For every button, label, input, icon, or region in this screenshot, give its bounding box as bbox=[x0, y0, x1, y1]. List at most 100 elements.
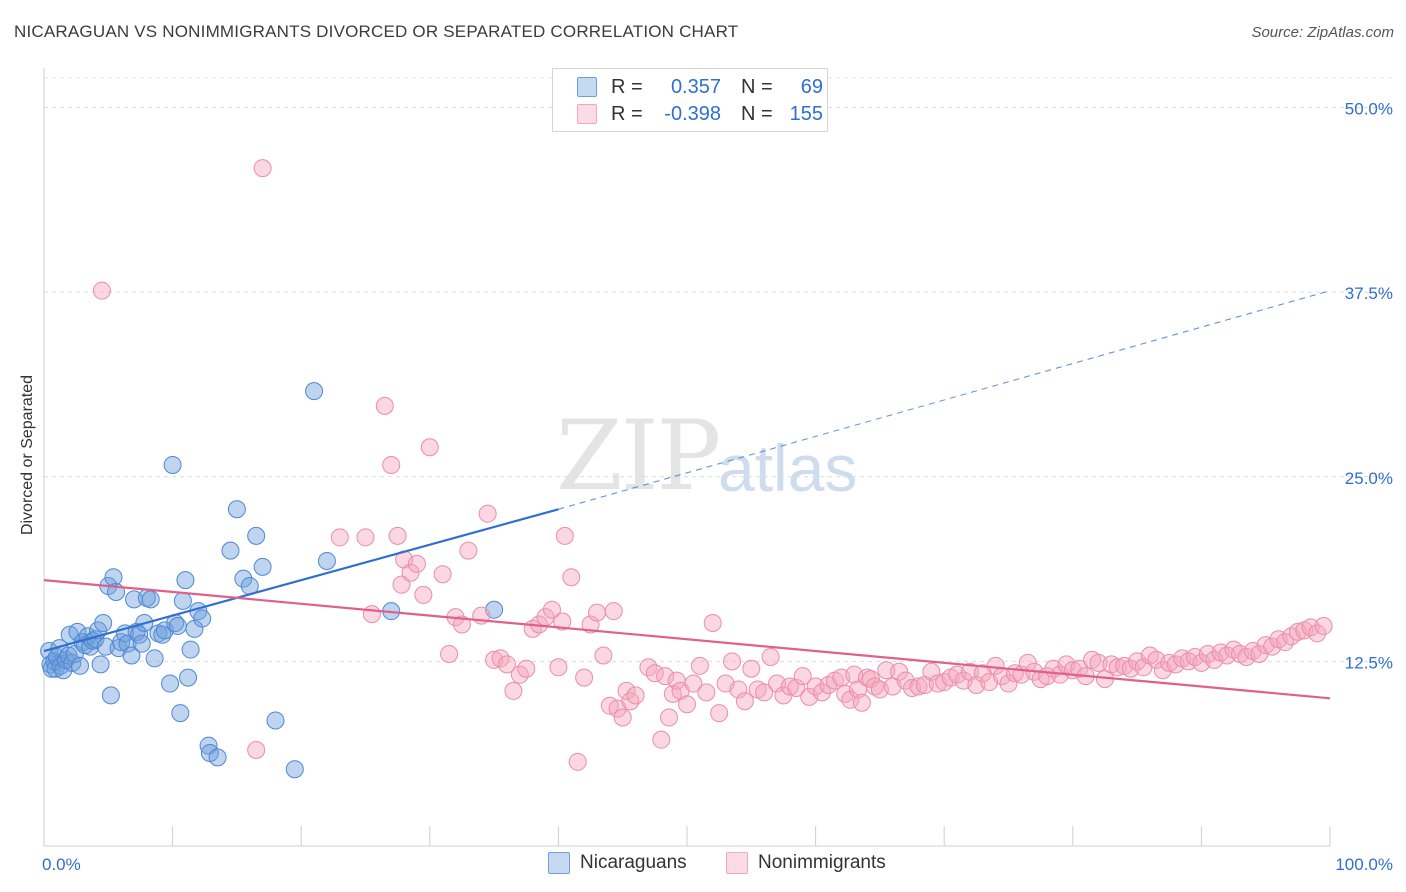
nonimmigrant-point bbox=[440, 645, 459, 663]
nicaraguan-point bbox=[176, 571, 195, 590]
nicaraguan-point bbox=[208, 748, 227, 767]
nonimmigrant-point bbox=[909, 677, 928, 696]
nicaraguan-point bbox=[163, 455, 182, 474]
nicaraguan-point bbox=[227, 500, 246, 519]
nonimmigrant-point bbox=[626, 686, 645, 705]
legend-item-nicaraguans[interactable]: Nicaraguans bbox=[548, 852, 687, 874]
nonimmigrant-point bbox=[382, 455, 401, 474]
legend-swatch-blue bbox=[548, 852, 570, 874]
watermark-atlas: atlas bbox=[718, 431, 858, 505]
y-tick-label: 12.5% bbox=[1345, 653, 1393, 672]
nonimmigrant-point bbox=[497, 655, 516, 674]
nicaraguan-point bbox=[132, 634, 151, 653]
nonimmigrant-point bbox=[723, 652, 742, 671]
nonimmigrant-point bbox=[330, 528, 349, 547]
nicaraguan-point bbox=[68, 622, 87, 641]
nonimmigrant-point bbox=[517, 659, 536, 678]
nonimmigrant-point bbox=[697, 683, 716, 702]
nonimmigrant-point bbox=[999, 674, 1018, 693]
legend-r-label: R = bbox=[611, 75, 643, 98]
correlation-legend: R = 0.357 N = 69 R = -0.398 N = 155 bbox=[552, 68, 828, 132]
nonimmigrant-point bbox=[865, 677, 884, 696]
nonimmigrant-point bbox=[703, 613, 722, 632]
nicaraguan-point bbox=[173, 591, 192, 610]
nicaraguan-point bbox=[185, 619, 204, 638]
nonimmigrant-point bbox=[549, 658, 568, 677]
nonimmigrant-point bbox=[604, 602, 623, 621]
nicaraguan-point bbox=[171, 704, 190, 723]
nonimmigrant-point bbox=[362, 605, 381, 624]
nicaraguan-point bbox=[91, 655, 110, 674]
nonimmigrant-point bbox=[729, 680, 748, 699]
nonimmigrant-point bbox=[478, 504, 497, 523]
nonimmigrant-point bbox=[542, 600, 561, 619]
nicaraguan-point bbox=[101, 686, 120, 705]
nonimmigrant-point bbox=[877, 661, 896, 680]
nonimmigrant-point bbox=[414, 585, 433, 604]
nonimmigrant-point bbox=[452, 615, 471, 634]
nicaraguan-point bbox=[285, 760, 304, 779]
y-axis-label: Divorced or Separated bbox=[19, 374, 36, 536]
nonimmigrant-point bbox=[787, 678, 806, 697]
y-tick-label: 50.0% bbox=[1345, 100, 1393, 119]
nonimmigrant-point bbox=[755, 683, 774, 702]
legend-label: Nonimmigrants bbox=[758, 852, 886, 873]
nonimmigrant-point bbox=[678, 695, 696, 714]
nonimmigrant-point bbox=[617, 681, 636, 700]
legend-item-nonimmigrants[interactable]: Nonimmigrants bbox=[726, 852, 886, 874]
nonimmigrant-point bbox=[581, 615, 600, 634]
legend-r-label: R = bbox=[611, 102, 643, 125]
legend-label: Nicaraguans bbox=[580, 852, 687, 873]
legend-swatch-pink bbox=[726, 852, 748, 874]
nonimmigrant-point bbox=[459, 541, 478, 560]
y-tick-label: 25.0% bbox=[1345, 469, 1393, 488]
legend-n-label: N = bbox=[741, 75, 773, 98]
nonimmigrant-point bbox=[594, 646, 613, 665]
nonimmigrant-point bbox=[761, 647, 780, 666]
nonimmigrant-point bbox=[253, 159, 272, 178]
nonimmigrant-point bbox=[645, 664, 664, 683]
nonimmigrant-point bbox=[742, 659, 761, 678]
nonimmigrant-point bbox=[813, 683, 832, 702]
legend-swatch-blue bbox=[577, 77, 597, 97]
nonimmigrant-point bbox=[793, 667, 812, 686]
nonimmigrant-point bbox=[659, 708, 678, 727]
legend-n-value: 155 bbox=[789, 102, 823, 125]
watermark-zip: ZIP bbox=[556, 400, 721, 512]
chart-title: NICARAGUAN VS NONIMMIGRANTS DIVORCED OR … bbox=[14, 22, 739, 41]
nonimmigrant-point bbox=[587, 603, 606, 622]
nicaraguan-point bbox=[253, 557, 272, 576]
nonimmigrant-point bbox=[710, 704, 729, 723]
x-tick-label-min: 0.0% bbox=[42, 855, 81, 874]
nonimmigrant-point bbox=[401, 563, 420, 582]
nicaraguan-point bbox=[234, 569, 253, 588]
y-tick-label: 37.5% bbox=[1345, 284, 1393, 303]
nonimmigrant-point bbox=[420, 438, 439, 457]
trend-lines bbox=[43, 290, 1331, 700]
nicaraguan-point bbox=[104, 568, 123, 587]
nonimmigrant-point bbox=[621, 692, 640, 711]
tick-labels: 12.5% 25.0% 37.5% 50.0% 0.0% 100.0% bbox=[42, 100, 1393, 874]
nonimmigrant-point bbox=[735, 692, 754, 711]
nonimmigrant-point bbox=[1308, 624, 1327, 643]
legend-r-value: 0.357 bbox=[670, 75, 721, 98]
nicaraguan-point bbox=[266, 711, 285, 730]
nicaraguan-point bbox=[193, 609, 212, 628]
nicaraguans-trend-line bbox=[43, 508, 559, 653]
nonimmigrant-point bbox=[553, 612, 572, 631]
nonimmigrant-point bbox=[613, 708, 632, 727]
nonimmigrant-point bbox=[375, 396, 394, 415]
nicaraguan-point bbox=[141, 590, 160, 609]
legend-r-value: -0.398 bbox=[664, 102, 721, 125]
legend-row-nicaraguans: R = 0.357 N = 69 bbox=[553, 74, 823, 100]
nicaraguan-point bbox=[221, 541, 240, 560]
nonimmigrant-point bbox=[656, 667, 675, 686]
nonimmigrant-point bbox=[356, 528, 375, 547]
nicaraguan-point bbox=[145, 649, 164, 668]
nicaraguan-point bbox=[305, 382, 324, 401]
axes bbox=[43, 68, 1331, 847]
x-tick-label-max: 100.0% bbox=[1335, 855, 1393, 874]
nonimmigrant-point bbox=[388, 526, 407, 545]
nonimmigrant-point bbox=[922, 662, 941, 681]
